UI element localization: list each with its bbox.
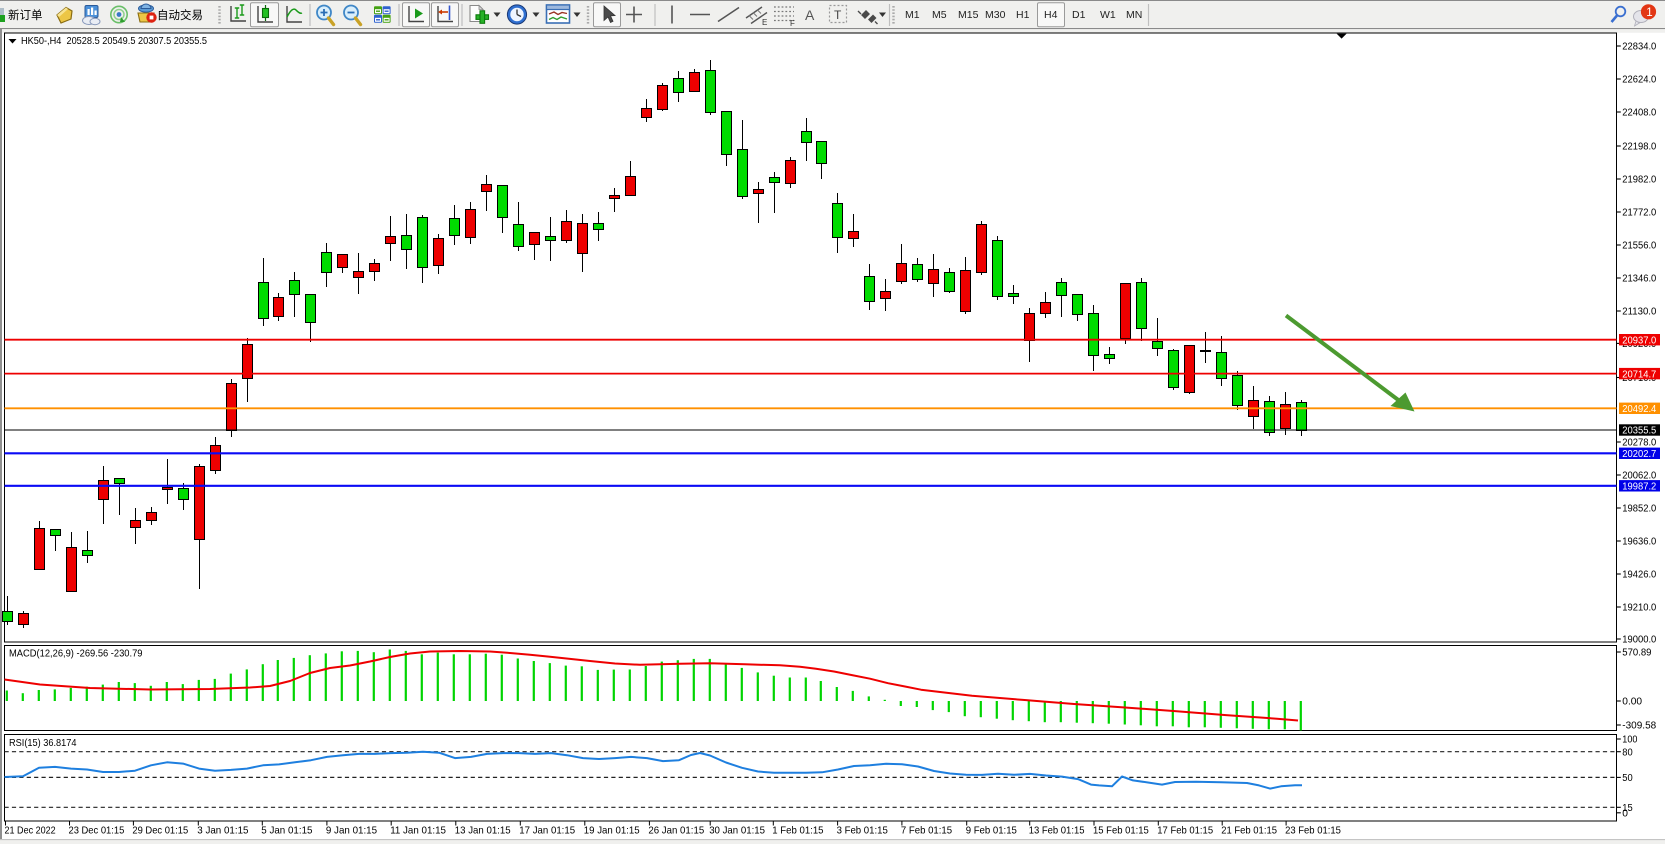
svg-text:1: 1 [1646,7,1652,19]
svg-text:20937.0: 20937.0 [1622,335,1656,346]
svg-text:M5: M5 [932,9,947,21]
svg-text:15: 15 [1622,803,1633,814]
svg-text:1 Feb 01:15: 1 Feb 01:15 [772,825,823,837]
svg-text:A: A [805,7,815,23]
svg-text:22408.0: 22408.0 [1622,108,1656,119]
svg-text:19000.0: 19000.0 [1622,635,1656,646]
svg-text:H1: H1 [1016,9,1030,21]
svg-text:MN: MN [1126,9,1142,21]
svg-text:20355.5: 20355.5 [1622,426,1656,437]
svg-text:100: 100 [1622,735,1637,746]
svg-text:13 Feb 01:15: 13 Feb 01:15 [1029,825,1085,837]
svg-text:21130.0: 21130.0 [1622,307,1656,318]
svg-text:22198.0: 22198.0 [1622,142,1656,153]
svg-text:19 Jan 01:15: 19 Jan 01:15 [584,825,640,837]
svg-text:17 Jan 01:15: 17 Jan 01:15 [519,825,575,837]
svg-text:21 Dec 2022: 21 Dec 2022 [5,825,56,837]
svg-text:30 Jan 01:15: 30 Jan 01:15 [709,825,765,837]
svg-text:RSI(15) 36.8174: RSI(15) 36.8174 [9,737,77,749]
svg-text:21982.0: 21982.0 [1622,175,1656,186]
svg-text:21346.0: 21346.0 [1622,274,1656,285]
svg-text:80: 80 [1622,747,1633,758]
svg-text:T: T [834,8,842,22]
svg-text:3 Jan 01:15: 3 Jan 01:15 [197,825,248,837]
svg-text:9 Jan 01:15: 9 Jan 01:15 [326,825,377,837]
svg-text:F: F [790,19,795,28]
svg-text:23 Dec 01:15: 23 Dec 01:15 [69,825,125,837]
svg-text:H4: H4 [1044,9,1058,21]
svg-text:0: 0 [1622,808,1628,819]
svg-text:19426.0: 19426.0 [1622,570,1656,581]
svg-text:19852.0: 19852.0 [1622,504,1656,515]
svg-text:5 Jan 01:15: 5 Jan 01:15 [261,825,312,837]
svg-text:自动交易: 自动交易 [157,8,203,22]
svg-text:7 Feb 01:15: 7 Feb 01:15 [901,825,952,837]
svg-text:26 Jan 01:15: 26 Jan 01:15 [648,825,704,837]
svg-text:15 Feb 01:15: 15 Feb 01:15 [1093,825,1149,837]
svg-text:E: E [762,18,767,27]
svg-text:-309.58: -309.58 [1622,721,1656,732]
svg-text:13 Jan 01:15: 13 Jan 01:15 [455,825,511,837]
svg-text:19636.0: 19636.0 [1622,537,1656,548]
svg-text:19210.0: 19210.0 [1622,603,1656,614]
svg-text:23 Feb 01:15: 23 Feb 01:15 [1285,825,1341,837]
svg-text:W1: W1 [1100,9,1116,21]
svg-text:19987.2: 19987.2 [1622,482,1656,493]
svg-text:21 Feb 01:15: 21 Feb 01:15 [1221,825,1277,837]
svg-text:21772.0: 21772.0 [1622,208,1656,219]
svg-text:11 Jan 01:15: 11 Jan 01:15 [390,825,446,837]
svg-text:17 Feb 01:15: 17 Feb 01:15 [1157,825,1213,837]
svg-text:9 Feb 01:15: 9 Feb 01:15 [966,825,1017,837]
svg-text:M15: M15 [958,9,979,21]
svg-text:3 Feb 01:15: 3 Feb 01:15 [837,825,888,837]
svg-text:MACD(12,26,9) -269.56 -230.79: MACD(12,26,9) -269.56 -230.79 [9,648,143,660]
svg-text:50: 50 [1622,773,1633,784]
svg-text:20714.7: 20714.7 [1622,369,1656,380]
svg-text:20492.4: 20492.4 [1622,404,1656,415]
svg-text:22624.0: 22624.0 [1622,75,1656,86]
svg-text:21556.0: 21556.0 [1622,241,1656,252]
svg-text:570.89: 570.89 [1622,648,1652,659]
svg-text:20278.0: 20278.0 [1622,438,1656,449]
svg-text:HK50-,H4 20528.5 20549.5 2030: HK50-,H4 20528.5 20549.5 20307.5 20355.5 [21,35,207,47]
svg-text:D1: D1 [1072,9,1086,21]
svg-text:22834.0: 22834.0 [1622,42,1656,53]
svg-text:M30: M30 [985,9,1006,21]
svg-text:20202.7: 20202.7 [1622,449,1656,460]
svg-text:29 Dec 01:15: 29 Dec 01:15 [132,825,188,837]
svg-text:M1: M1 [905,9,920,21]
svg-text:0.00: 0.00 [1622,697,1642,708]
svg-text:新订单: 新订单 [8,8,43,22]
svg-text:20062.0: 20062.0 [1622,471,1656,482]
